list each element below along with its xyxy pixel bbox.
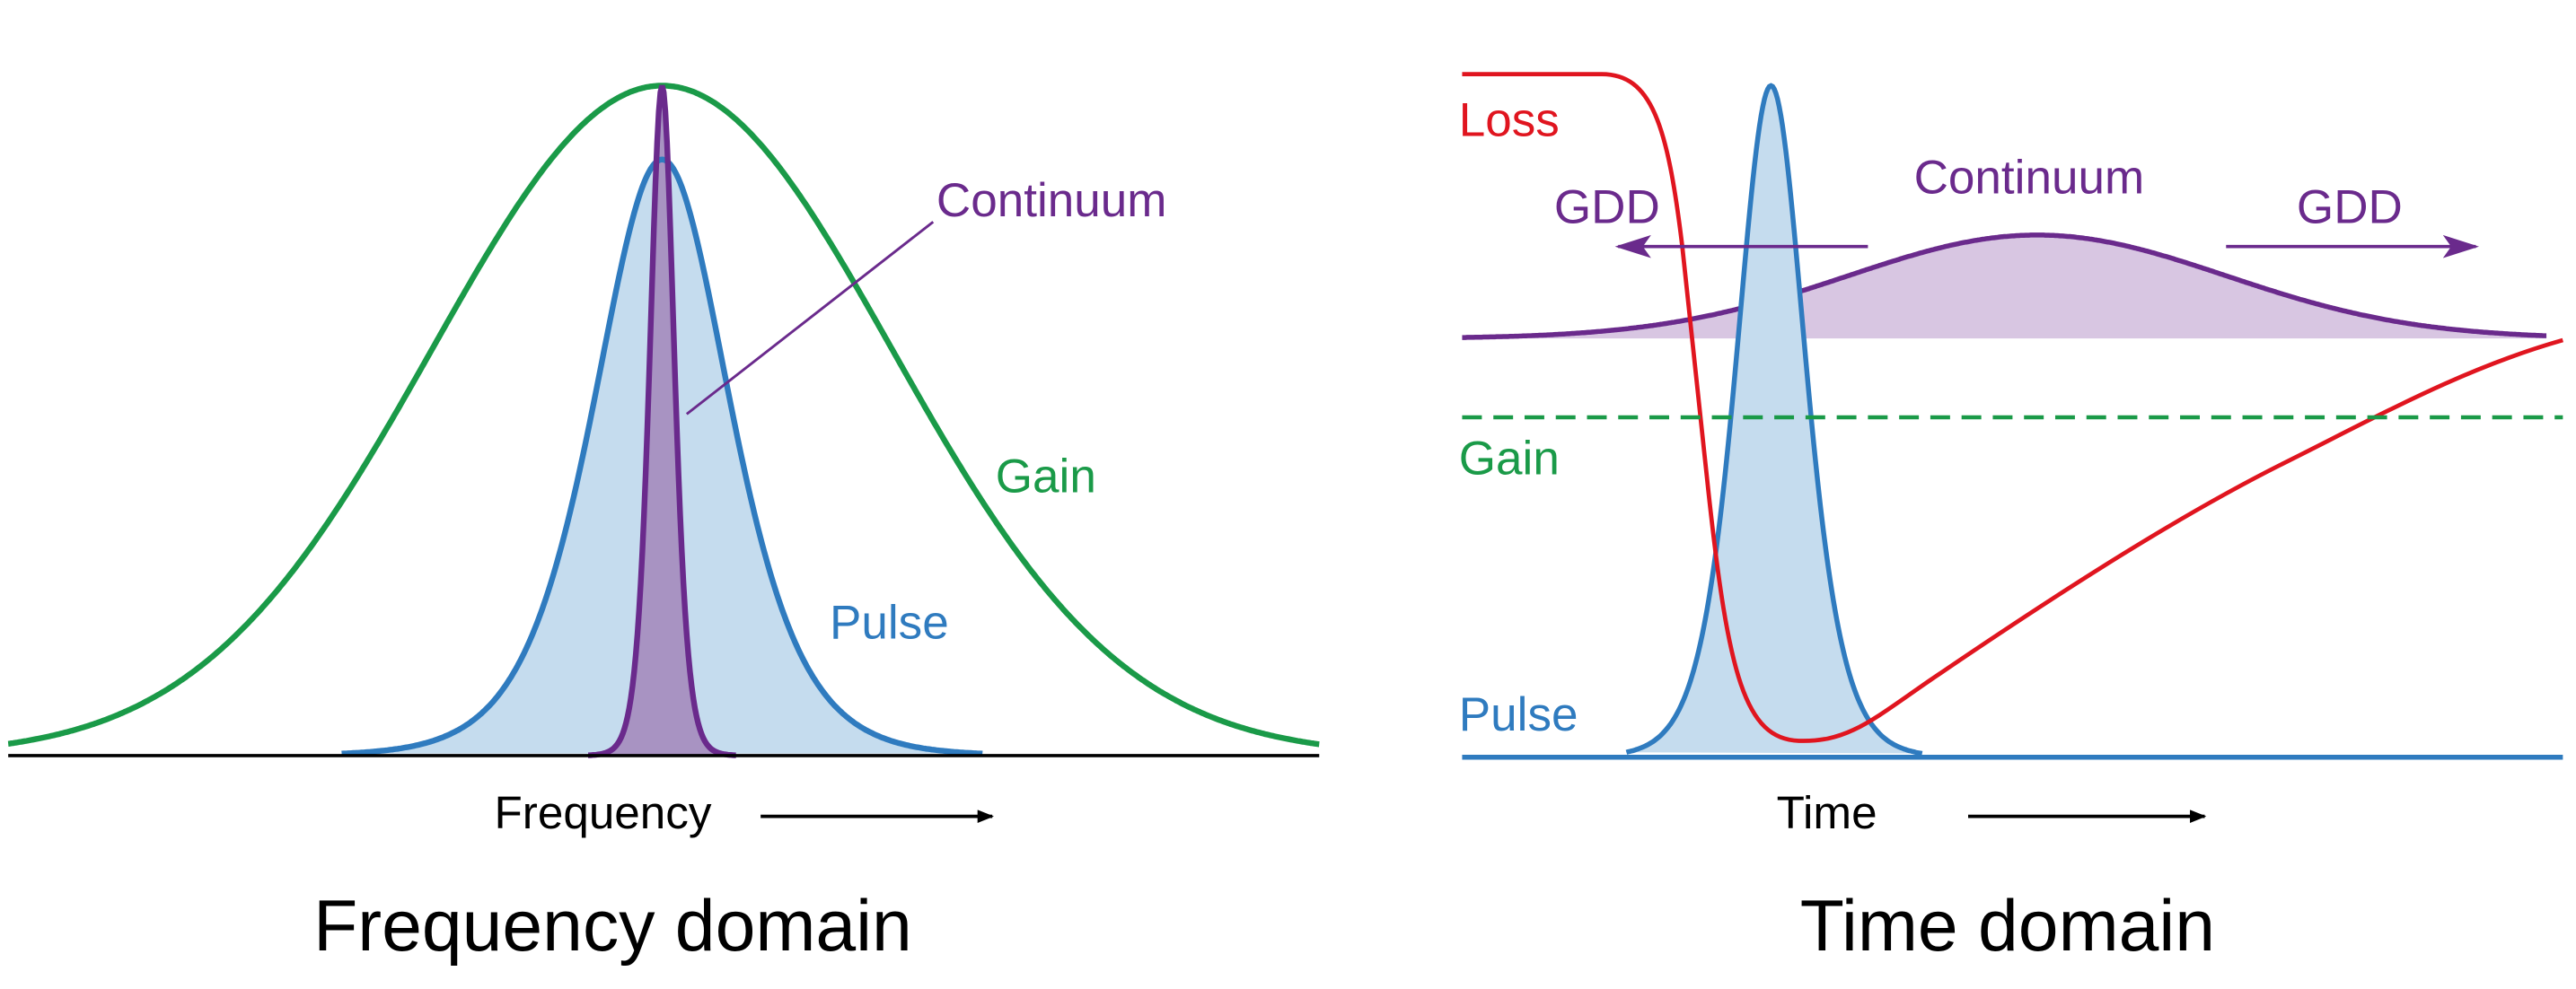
label: Gain [1459, 432, 1560, 485]
leader-line [685, 221, 935, 416]
label: Gain [996, 451, 1096, 503]
continuum-curve [588, 84, 736, 758]
frequency-panel [7, 83, 1320, 758]
panel-title: Frequency domain [313, 886, 912, 967]
label: Continuum [1914, 152, 2145, 205]
axis-label: Frequency [495, 787, 712, 838]
label: Pulse [830, 596, 949, 649]
axis-label: Time [1777, 787, 1877, 838]
label: Loss [1459, 93, 1560, 146]
panel-title: Time domain [1800, 886, 2215, 967]
pulse-curve [341, 156, 983, 757]
continuum-fill [588, 85, 736, 756]
label: GDD [1554, 180, 1660, 233]
label: Continuum [936, 174, 1167, 227]
time-panel [1462, 72, 2564, 760]
pulse-curve [1625, 83, 1923, 757]
continuum-curve [1462, 232, 2547, 340]
pulse-fill [1626, 85, 1922, 754]
label: GDD [2297, 180, 2403, 233]
loss-curve [1462, 72, 2564, 743]
label: Pulse [1459, 688, 1578, 741]
continuum-fill [1462, 234, 2547, 339]
